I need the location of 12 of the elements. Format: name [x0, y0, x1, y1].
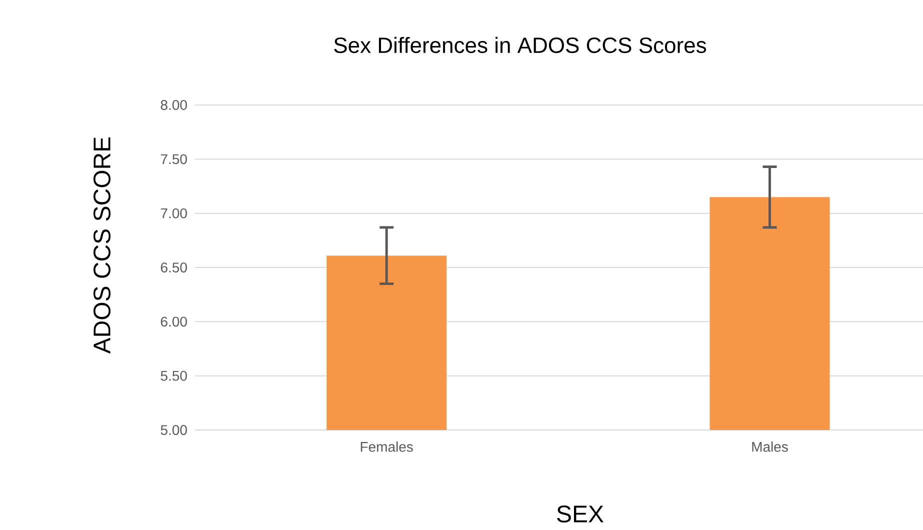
y-tick-label: 6.50: [160, 262, 187, 272]
x-axis-title: SEX: [557, 506, 604, 522]
y-tick-label: 7.50: [160, 154, 187, 164]
x-tick-label: Females: [360, 442, 413, 452]
y-tick-label: 7.00: [160, 208, 187, 218]
chart-title: Sex Differences in ADOS CCS Scores: [334, 36, 706, 54]
y-tick-label: 8.00: [160, 100, 187, 110]
x-tick-label: Males: [752, 442, 788, 452]
y-axis-title: ADOS CCS SCORE: [94, 137, 110, 354]
y-tick-label: 6.00: [160, 316, 187, 327]
y-tick-label: 5.00: [160, 425, 187, 435]
y-tick-label: 5.50: [160, 370, 187, 381]
